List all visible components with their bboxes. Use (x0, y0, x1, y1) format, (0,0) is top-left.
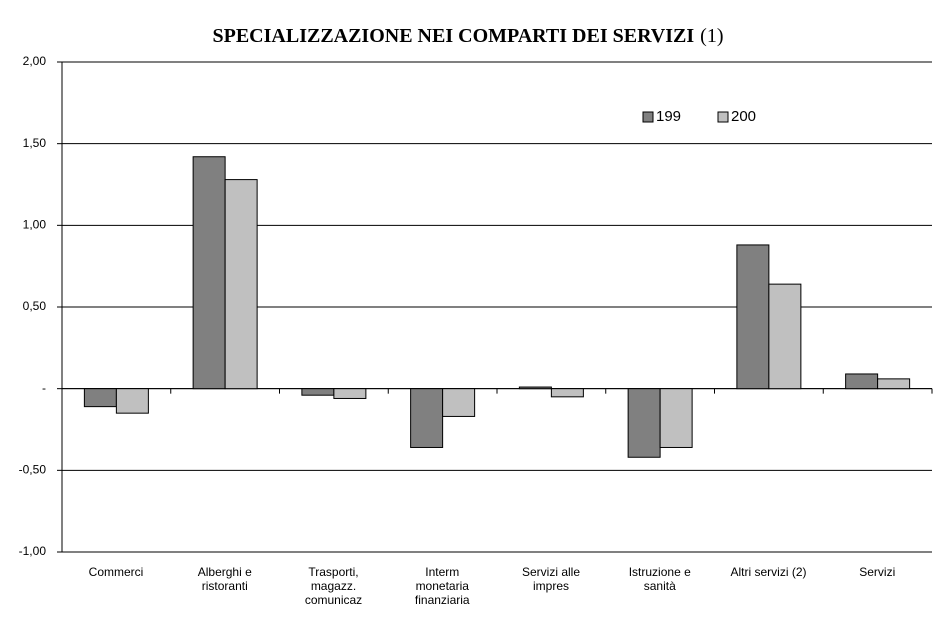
bar (768, 283, 802, 390)
title-main: SPECIALIZZAZIONE NEI COMPARTI DEI SERVIZ… (213, 25, 695, 47)
bar (410, 388, 444, 448)
y-tick-label: -0,50 (19, 463, 47, 477)
legend-swatch (642, 111, 654, 123)
bar (736, 244, 770, 390)
y-tick-label: 1,00 (23, 218, 47, 232)
legend-label: 200 (731, 108, 756, 125)
x-tick-label: Commerci (88, 565, 144, 579)
x-tick-label: Servizi alle impres (521, 565, 581, 593)
bar (877, 378, 911, 390)
legend-label: 199 (656, 108, 681, 125)
bar (442, 388, 476, 417)
x-tick-label: Trasporti, magazz. comunicaz (304, 565, 363, 607)
bar (83, 388, 117, 408)
title-note: (1) (700, 25, 723, 47)
bar (659, 388, 693, 448)
y-tick-label: 0,50 (23, 299, 47, 313)
y-tick-label: 2,00 (23, 54, 47, 68)
bar (192, 156, 226, 390)
bar (845, 373, 879, 390)
bar (550, 388, 584, 398)
y-tick-label: -1,00 (19, 544, 47, 558)
chart-title: SPECIALIZZAZIONE NEI COMPARTI DEI SERVIZ… (213, 25, 724, 47)
y-tick-label: 1,50 (23, 136, 47, 150)
x-tick-label: Istruzione e sanità (628, 565, 691, 593)
x-tick-label: Alberghi e ristoranti (197, 565, 252, 593)
bar (627, 388, 661, 458)
bar (518, 386, 552, 390)
legend-swatch (717, 111, 729, 123)
bar (301, 388, 335, 396)
x-tick-label: Servizi (859, 565, 896, 579)
x-tick-label: Altri servizi (2) (730, 565, 807, 579)
bar (333, 388, 367, 399)
y-tick-label: - (42, 381, 46, 395)
bar (224, 179, 258, 390)
bar (115, 388, 149, 414)
x-tick-label: Interm monetaria finanziaria (414, 565, 470, 607)
